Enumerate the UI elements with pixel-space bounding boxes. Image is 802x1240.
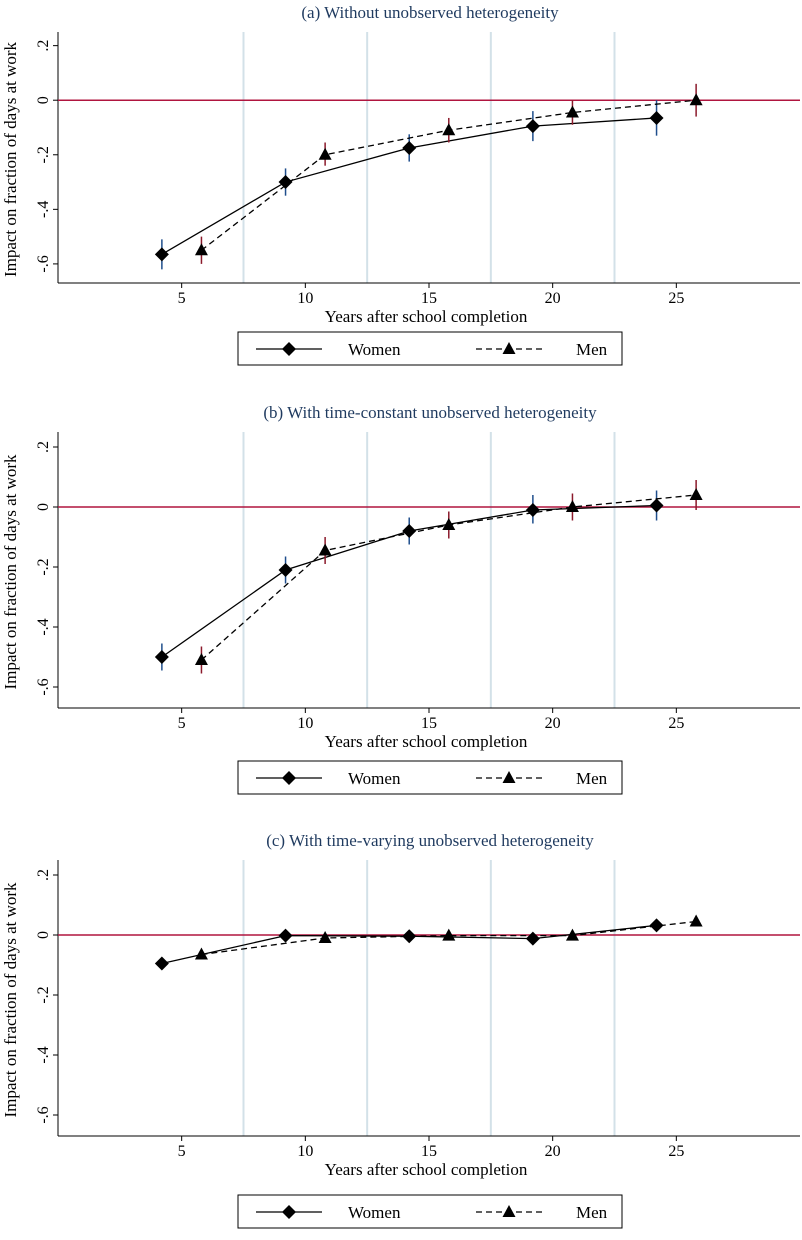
data-point-triangle (689, 914, 703, 927)
x-axis-label: Years after school completion (325, 732, 528, 751)
legend-women-marker (282, 1205, 296, 1219)
data-point-diamond (278, 928, 293, 943)
data-point-diamond (154, 247, 169, 262)
data-point-triangle (194, 243, 208, 256)
data-point-triangle (442, 518, 456, 530)
x-axis-label: Years after school completion (325, 307, 528, 326)
y-tick-label: -.6 (35, 1106, 52, 1123)
y-tick-label: 0 (35, 96, 52, 104)
y-tick-label: 0 (35, 931, 52, 939)
y-axis-label: Impact on fraction of days at work (1, 454, 20, 690)
y-tick-label: -.2 (35, 558, 52, 575)
data-point-diamond (525, 119, 540, 134)
y-axis-label: Impact on fraction of days at work (1, 882, 20, 1118)
data-point-triangle (194, 947, 208, 960)
data-point-diamond (402, 524, 417, 538)
data-point-triangle (194, 653, 208, 665)
x-tick-label: 10 (297, 290, 313, 307)
data-point-diamond (649, 918, 664, 933)
legend-men-marker (502, 771, 516, 783)
data-point-diamond (525, 931, 540, 946)
legend-men-marker (502, 1205, 516, 1217)
y-tick-label: -.2 (35, 146, 52, 163)
legend-men-marker (502, 342, 516, 354)
series-men (194, 914, 703, 960)
data-point-diamond (525, 503, 540, 517)
y-tick-label: -.4 (35, 201, 52, 218)
legend-women-label: Women (348, 340, 401, 359)
x-tick-label: 5 (178, 715, 186, 732)
y-tick-label: -.4 (35, 1046, 52, 1063)
series-women (154, 100, 664, 270)
series-men (194, 83, 703, 264)
data-point-triangle (565, 928, 579, 941)
x-tick-label: 25 (668, 1143, 684, 1160)
data-point-diamond (278, 175, 293, 190)
y-tick-label: -.4 (35, 618, 52, 635)
data-point-diamond (154, 650, 169, 664)
chart-panel-c: (c) With time-varying unobserved heterog… (1, 831, 800, 1229)
series-women (154, 490, 664, 671)
legend-men-label: Men (576, 769, 608, 788)
legend: Women Men (237, 760, 623, 795)
y-tick-label: -.6 (35, 255, 52, 272)
chart-title: (b) With time-constant unobserved hetero… (263, 403, 597, 422)
series-men (194, 480, 703, 674)
data-point-diamond (278, 563, 293, 577)
data-point-triangle (318, 147, 332, 160)
chart-panel-a: (a) Without unobserved heterogeneity .2 0 -… (1, 3, 800, 366)
data-point-triangle (565, 105, 579, 118)
data-point-triangle (442, 928, 456, 941)
legend-women-marker (282, 342, 296, 356)
chart-title: (c) With time-varying unobserved heterog… (266, 831, 594, 850)
y-tick-label: 0 (35, 503, 52, 511)
y-tick-label: .2 (35, 869, 52, 881)
x-tick-label: 15 (421, 715, 437, 732)
legend-men-label: Men (576, 340, 608, 359)
data-point-triangle (318, 931, 332, 943)
legend-women-label: Women (348, 1203, 401, 1222)
chart-title: (a) Without unobserved heterogeneity (301, 3, 559, 22)
x-tick-label: 20 (545, 715, 561, 732)
legend-box (237, 1194, 623, 1229)
x-tick-label: 10 (297, 715, 313, 732)
data-point-triangle (689, 93, 703, 106)
data-point-diamond (154, 956, 169, 971)
x-axis-label: Years after school completion (325, 1160, 528, 1179)
data-point-diamond (649, 110, 664, 125)
y-tick-label: .2 (35, 40, 52, 52)
x-tick-label: 5 (178, 1143, 186, 1160)
x-tick-label: 20 (545, 1143, 561, 1160)
x-tick-label: 25 (668, 290, 684, 307)
y-axis-label: Impact on fraction of days at work (1, 41, 20, 277)
data-point-diamond (402, 929, 417, 944)
x-tick-label: 5 (178, 290, 186, 307)
data-point-triangle (318, 543, 332, 556)
legend: Women Men (237, 331, 623, 366)
data-point-diamond (649, 498, 664, 513)
series-line (201, 920, 697, 956)
legend-men-label: Men (576, 1203, 608, 1222)
x-tick-label: 25 (668, 715, 684, 732)
y-tick-label: .2 (35, 441, 52, 453)
legend: Women Men (237, 1194, 623, 1229)
chart-panel-b: (b) With time-constant unobserved hetero… (1, 403, 800, 795)
x-tick-label: 15 (421, 290, 437, 307)
data-point-triangle (689, 488, 703, 500)
legend-women-marker (282, 771, 296, 785)
x-tick-label: 15 (421, 1143, 437, 1160)
y-tick-label: -.6 (35, 678, 52, 695)
x-tick-label: 10 (297, 1143, 313, 1160)
data-point-triangle (565, 500, 579, 512)
legend-women-label: Women (348, 769, 401, 788)
series-women (154, 918, 664, 971)
x-tick-label: 20 (545, 290, 561, 307)
data-point-triangle (442, 123, 456, 136)
y-tick-label: -.2 (35, 986, 52, 1003)
data-point-diamond (402, 140, 417, 155)
